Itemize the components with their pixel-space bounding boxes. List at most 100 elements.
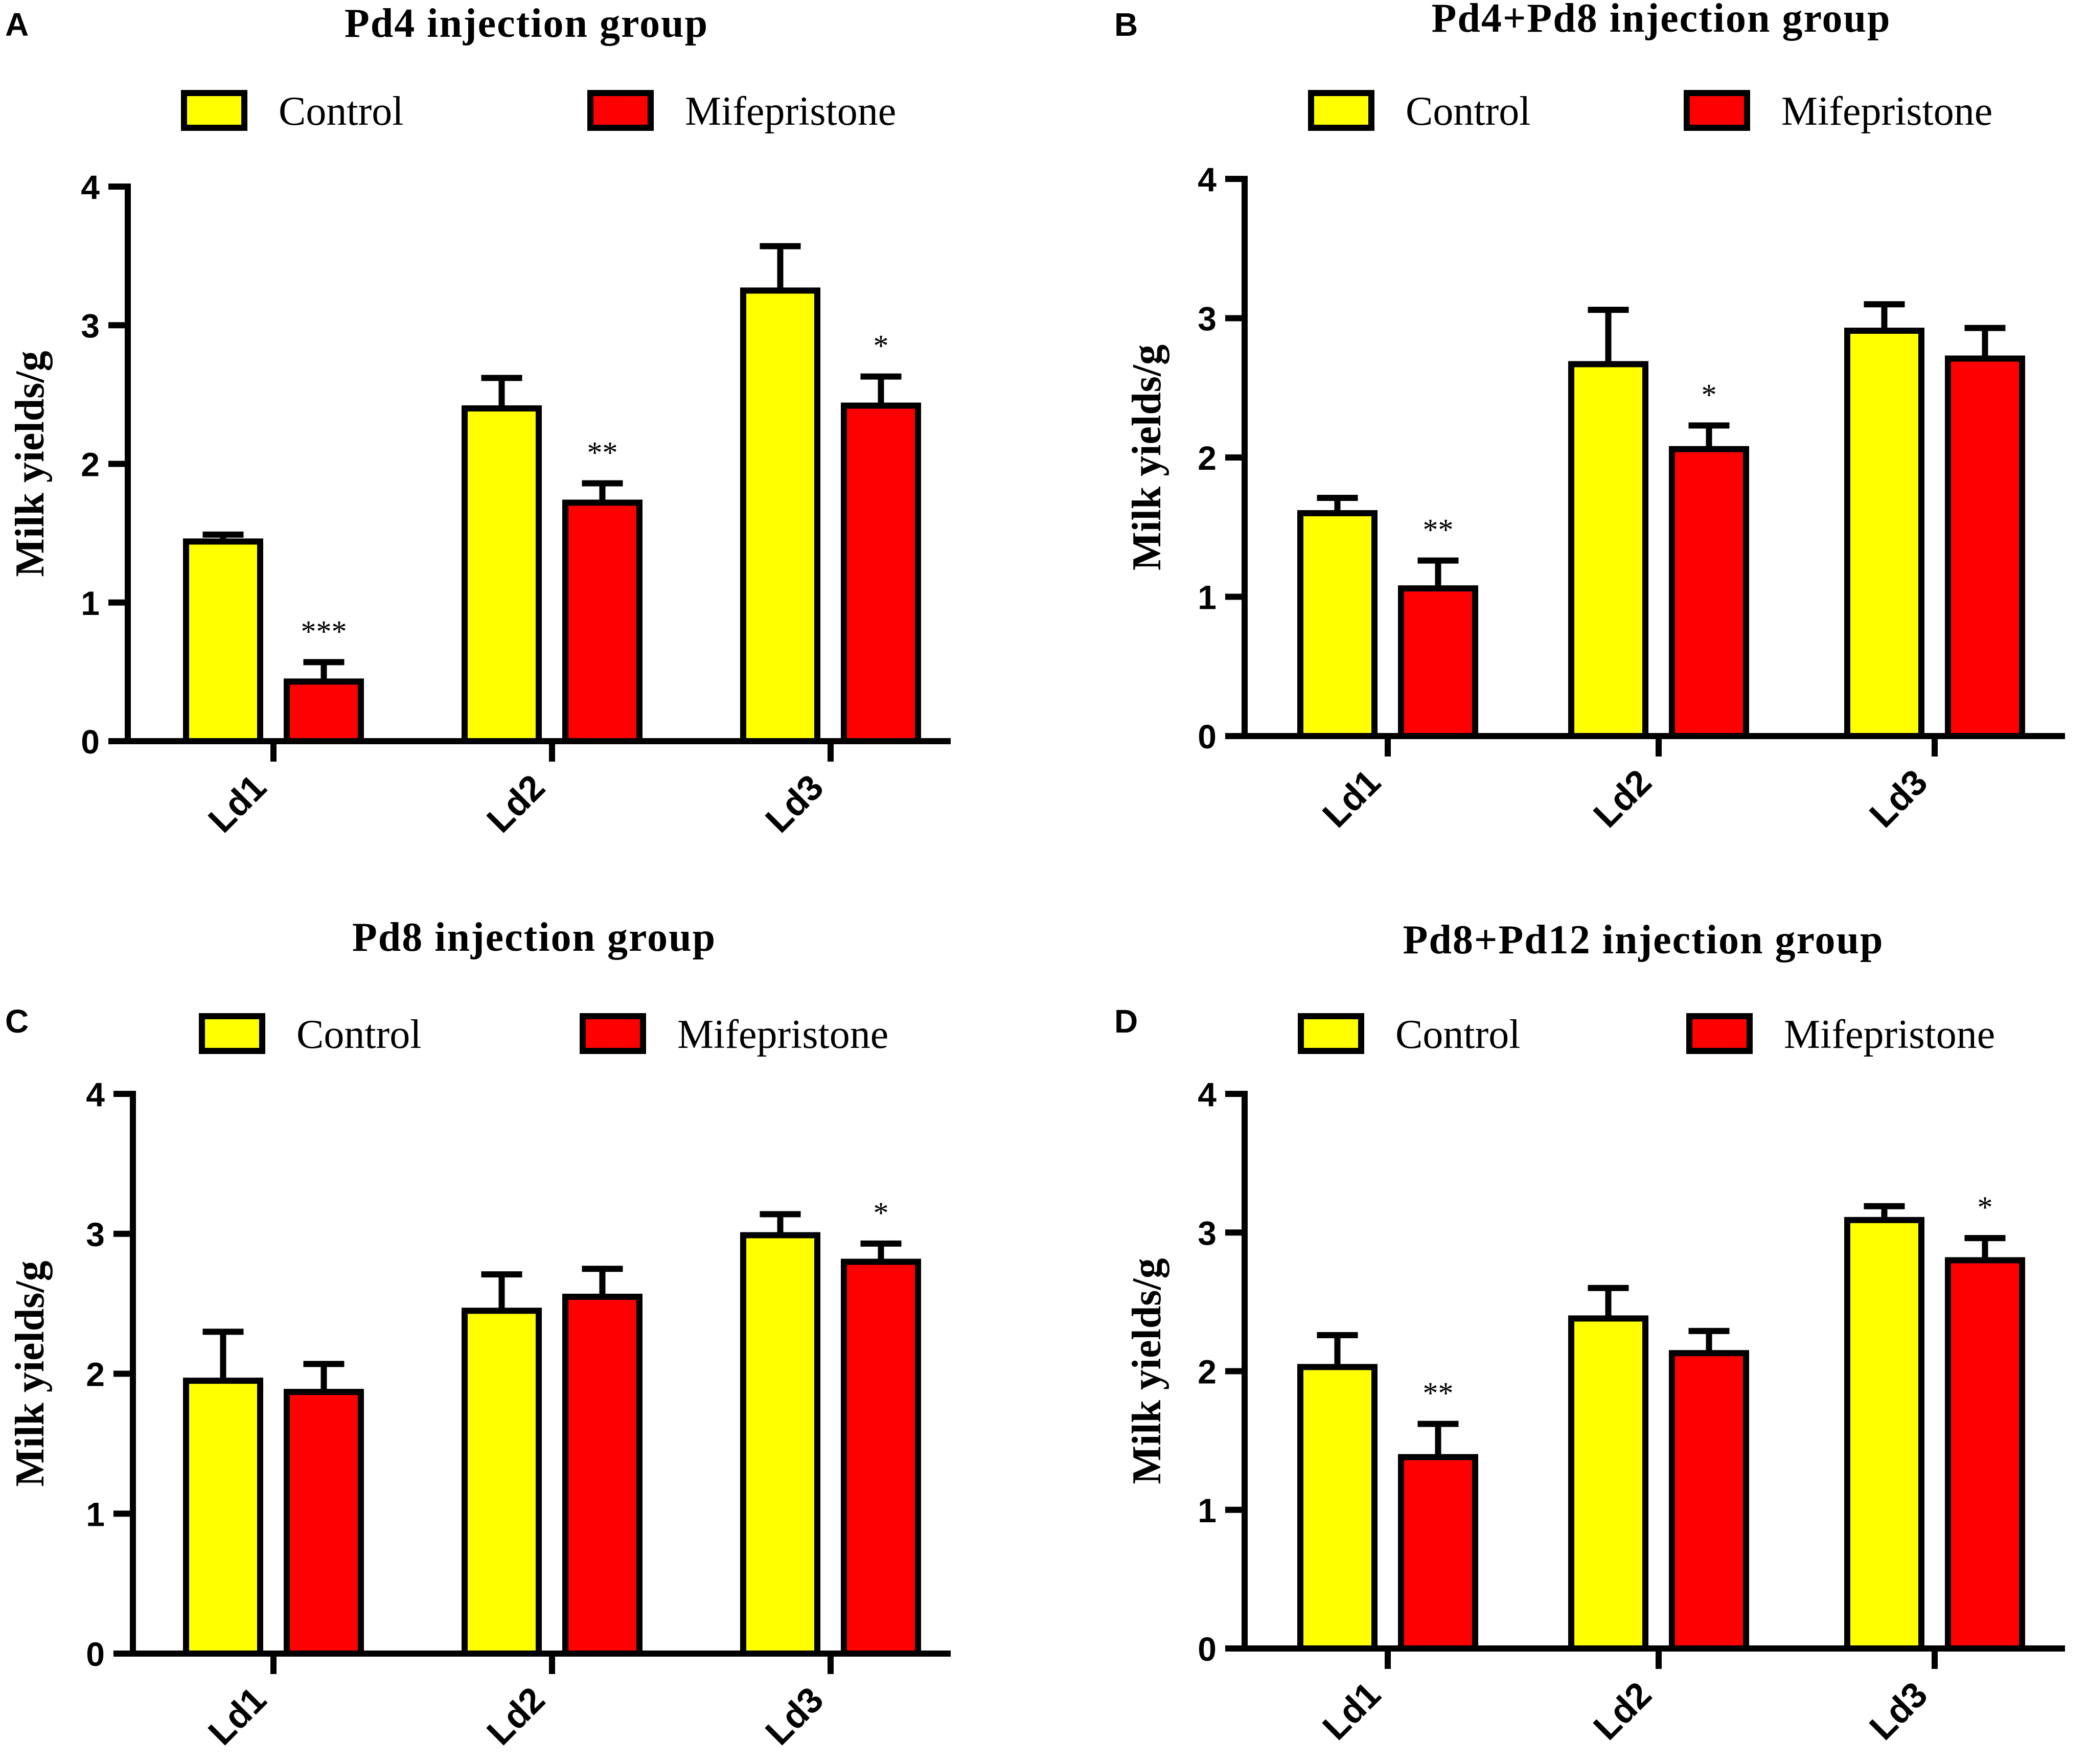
panel-letter: B — [1114, 6, 1138, 43]
panel-letter: A — [5, 6, 29, 43]
y-tick-label: 0 — [81, 723, 100, 761]
x-tick-label: Ld1 — [1315, 762, 1388, 835]
legend-label-control: Control — [296, 1012, 421, 1057]
significance-marker: *** — [301, 614, 347, 648]
legend: Control Mifepristone — [181, 89, 896, 134]
significance-marker: ** — [1423, 513, 1454, 547]
chart-panel-b: B Pd4+Pd8 injection group Control Mifeprist… — [1114, 0, 2065, 835]
significance-marker: * — [874, 1196, 889, 1230]
significance-marker: * — [874, 329, 889, 363]
legend-label-control: Control — [1406, 89, 1530, 134]
bar-control-ld1 — [1297, 1364, 1378, 1652]
bar-control-ld3 — [1844, 1217, 1924, 1652]
chart-title: Pd4 injection group — [345, 1, 708, 46]
significance-marker: ** — [1423, 1377, 1454, 1410]
legend: Control Mifepristone — [199, 1012, 888, 1057]
legend-swatch-mifepristone — [1684, 90, 1750, 131]
bar-control-ld3 — [1844, 328, 1924, 739]
chart-panel-d: D Pd8+Pd12 injection group Control Mifepris… — [1114, 918, 2065, 1748]
bar-mifepristone-ld2 — [562, 1293, 643, 1657]
legend-swatch-control — [1308, 90, 1374, 131]
chart-title: Pd4+Pd8 injection group — [1431, 0, 1891, 41]
y-tick-label: 0 — [1198, 1630, 1217, 1668]
bar-control-ld2 — [1568, 361, 1648, 739]
x-tick-label: Ld2 — [1586, 762, 1659, 835]
chart-title: Pd8 injection group — [352, 915, 716, 960]
y-axis-label: Milk yields/g — [8, 351, 53, 577]
legend-label-mifepristone: Mifepristone — [677, 1012, 888, 1057]
significance-marker: * — [1978, 1190, 1993, 1224]
bar-mifepristone-ld3 — [841, 1258, 921, 1657]
legend-label-control: Control — [279, 89, 403, 134]
legend-swatch-mifepristone — [587, 90, 654, 131]
x-tick-label: Ld2 — [1586, 1674, 1659, 1747]
bar-control-ld3 — [740, 1232, 820, 1657]
legend-label-mifepristone: Mifepristone — [1784, 1012, 1995, 1057]
bar-control-ld1 — [1297, 510, 1378, 739]
bar-control-ld1 — [183, 1378, 263, 1657]
legend-swatch-mifepristone — [1686, 1013, 1753, 1054]
y-tick-label: 0 — [86, 1635, 105, 1673]
legend-label-mifepristone: Mifepristone — [1781, 89, 1992, 134]
bar-mifepristone-ld3 — [841, 402, 921, 744]
legend-label-control: Control — [1395, 1012, 1520, 1057]
y-tick-label: 1 — [81, 584, 100, 622]
bar-control-ld2 — [462, 1308, 542, 1657]
bar-mifepristone-ld2 — [1669, 446, 1749, 739]
significance-marker: ** — [587, 436, 618, 469]
bar-mifepristone-ld1 — [1398, 1454, 1478, 1652]
y-tick-label: 2 — [1198, 439, 1217, 477]
bar-mifepristone-ld3 — [1945, 1257, 2025, 1652]
y-tick-label: 3 — [1198, 1214, 1217, 1252]
legend-label-mifepristone: Mifepristone — [685, 89, 896, 134]
bar-mifepristone-ld1 — [284, 678, 364, 745]
x-tick-label: Ld1 — [1315, 1674, 1388, 1747]
legend-swatch-control — [199, 1013, 265, 1054]
x-tick-label: Ld3 — [1862, 762, 1935, 835]
x-tick-label: Ld3 — [758, 1679, 831, 1752]
x-tick-label: Ld2 — [479, 1679, 552, 1752]
y-tick-label: 2 — [86, 1356, 105, 1393]
bar-mifepristone-ld2 — [562, 499, 643, 744]
y-tick-label: 1 — [1198, 1492, 1217, 1529]
panel-letter: C — [5, 1003, 29, 1040]
y-tick-label: 3 — [1198, 300, 1217, 338]
bar-control-ld2 — [1568, 1315, 1648, 1652]
y-tick-label: 0 — [1198, 718, 1217, 755]
y-tick-label: 4 — [86, 1075, 105, 1113]
legend-swatch-mifepristone — [580, 1013, 646, 1054]
legend: Control Mifepristone — [1298, 1012, 1995, 1057]
bar-control-ld1 — [183, 538, 263, 745]
y-tick-label: 4 — [81, 168, 100, 206]
bar-mifepristone-ld3 — [1945, 355, 2025, 739]
y-tick-label: 2 — [81, 446, 100, 484]
bar-mifepristone-ld1 — [284, 1389, 364, 1657]
y-axis-label: Milk yields/g — [1125, 345, 1169, 570]
y-tick-label: 1 — [86, 1495, 105, 1533]
y-tick-label: 2 — [1198, 1353, 1217, 1391]
legend-swatch-control — [1298, 1013, 1364, 1054]
x-tick-label: Ld1 — [200, 1679, 273, 1752]
y-tick-label: 3 — [81, 307, 100, 345]
chart-panel-a: A Pd4 injection group Control Mifepristone M… — [5, 1, 951, 840]
y-tick-label: 3 — [86, 1216, 105, 1253]
x-tick-label: Ld3 — [1862, 1674, 1935, 1747]
y-tick-label: 4 — [1198, 161, 1217, 198]
y-tick-label: 1 — [1198, 579, 1217, 616]
bar-mifepristone-ld2 — [1669, 1350, 1749, 1652]
y-axis-label: Milk yields/g — [8, 1261, 53, 1486]
legend: Control Mifepristone — [1308, 89, 1992, 134]
y-tick-label: 4 — [1198, 1075, 1217, 1113]
x-tick-label: Ld1 — [200, 767, 273, 840]
x-tick-label: Ld2 — [479, 767, 552, 840]
bar-mifepristone-ld1 — [1398, 585, 1478, 740]
bar-control-ld3 — [740, 287, 820, 744]
panel-letter: D — [1114, 1003, 1138, 1040]
chart-title: Pd8+Pd12 injection group — [1403, 918, 1884, 963]
bar-control-ld2 — [462, 405, 542, 744]
legend-swatch-control — [181, 90, 247, 131]
x-tick-label: Ld3 — [758, 767, 831, 840]
y-axis-label: Milk yields/g — [1125, 1258, 1169, 1484]
chart-panel-c: C Pd8 injection group Control Mifepristone M… — [5, 915, 951, 1753]
